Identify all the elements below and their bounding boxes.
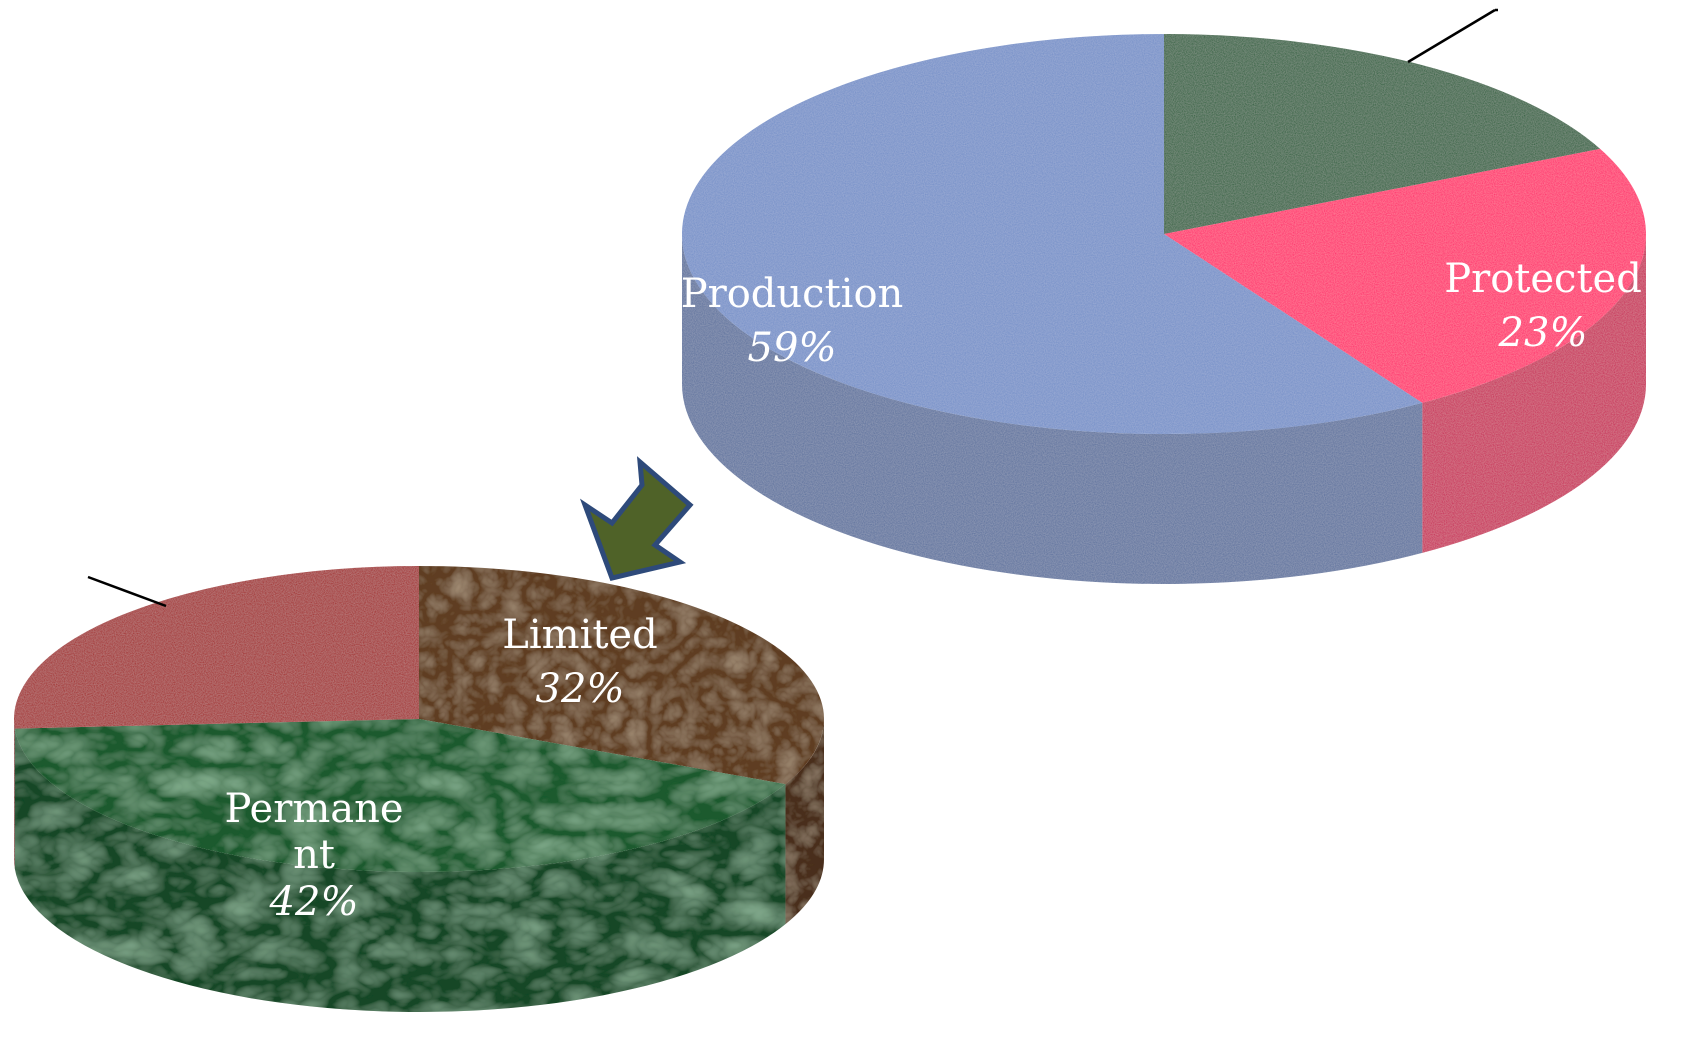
large-pie-side-production	[682, 234, 1423, 585]
small-pie-slice-limited	[419, 566, 824, 785]
small-pie-side-permane-nt	[14, 728, 786, 1012]
small-pie-label-permane-nt-1: nt	[293, 832, 335, 878]
large-pie-chart: Protected 23% Production 59%	[681, 8, 1646, 585]
large-pie-label-production: Production	[681, 271, 904, 317]
drill-down-arrow	[579, 456, 694, 581]
large-pie-slice-production	[682, 34, 1423, 434]
small-pie-value-permane-nt: 42%	[269, 879, 359, 925]
small-pie-label-limited: Limited	[502, 612, 657, 658]
large-pie-value-production: 59%	[748, 325, 837, 371]
small-pie-slice-unlabeled-2	[13, 566, 419, 729]
small-pie-side-unlabeled-2	[14, 719, 15, 869]
large-pie-slice-protected	[1164, 148, 1646, 403]
small-pie-slice-permane-nt	[14, 719, 786, 873]
large-pie-label-protected: Protected	[1444, 256, 1642, 302]
large-pie-side-protected	[1422, 234, 1646, 553]
small-pie-label-permane-nt-0: Permane	[224, 786, 403, 832]
leader-line-small	[87, 575, 167, 608]
large-pie-slice-unlabeled-0	[1164, 34, 1601, 234]
large-pie-value-protected: 23%	[1498, 310, 1588, 356]
small-pie-value-limited: 32%	[536, 666, 625, 712]
leader-line-large	[1407, 8, 1496, 64]
small-pie-side-limited	[785, 719, 824, 925]
